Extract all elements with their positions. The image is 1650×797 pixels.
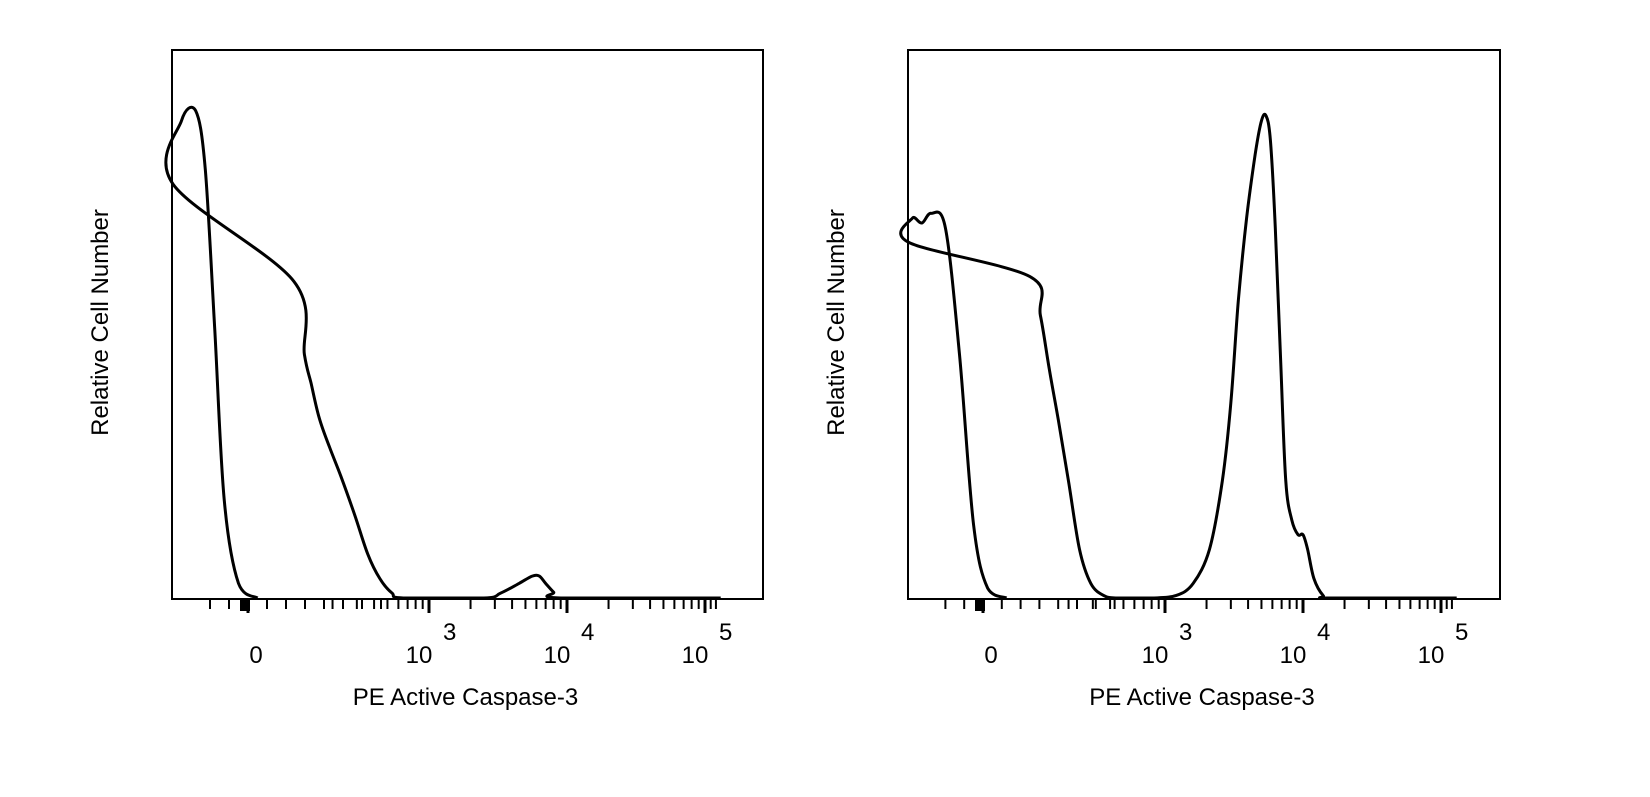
x-tick-label: 10 (1142, 642, 1169, 669)
x-tick-exponent: 5 (1455, 619, 1468, 646)
histogram-line-1 (164, 105, 721, 600)
x-tick-label: 10 (406, 642, 433, 669)
x-tick-label: 10 (544, 642, 571, 669)
x-tick-exponent: 3 (1179, 619, 1192, 646)
y-axis-label: Relative Cell Number (823, 209, 850, 436)
x-tick-label: 10 (682, 642, 709, 669)
x-axis-label: PE Active Caspase-3 (1089, 684, 1314, 711)
x-tick-label: 0 (984, 642, 997, 669)
zero-marker (240, 600, 250, 611)
x-tick-label: 10 (1418, 642, 1445, 669)
zero-marker (975, 600, 985, 611)
x-tick-exponent: 4 (1317, 619, 1330, 646)
histogram-panel-1: Relative Cell Number PE Active Caspase-3 0… (87, 49, 764, 711)
x-axis-label: PE Active Caspase-3 (353, 684, 578, 711)
x-tick-label: 0 (249, 642, 262, 669)
plot-frame (907, 49, 1501, 600)
x-tick-exponent: 5 (719, 619, 732, 646)
plot-frame (171, 49, 764, 600)
x-tick-exponent: 4 (581, 619, 594, 646)
y-axis-label: Relative Cell Number (87, 209, 114, 436)
x-tick-exponent: 3 (443, 619, 456, 646)
histogram-line-1 (899, 112, 1457, 600)
x-tick-label: 10 (1280, 642, 1307, 669)
histogram-panel-2: Relative Cell Number PE Active Caspase-3 0… (823, 49, 1501, 711)
